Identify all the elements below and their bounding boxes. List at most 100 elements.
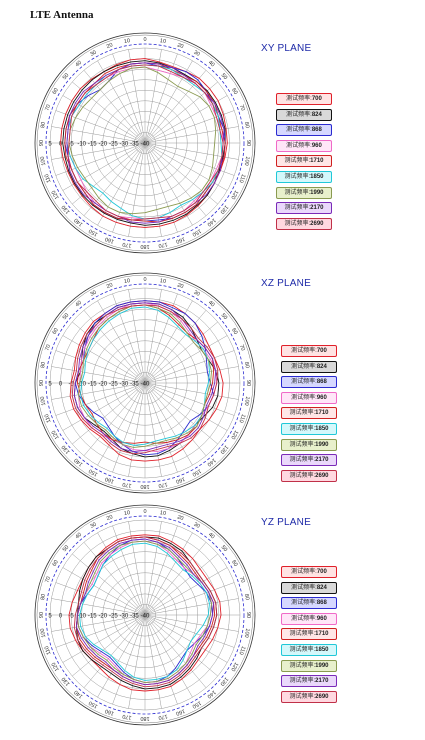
grid-spoke	[144, 614, 162, 709]
angle-tick-label: 10	[159, 278, 166, 285]
angle-tick-label: 50	[220, 545, 229, 554]
angle-tick-label: 50	[220, 313, 229, 322]
grid-spoke	[72, 382, 146, 445]
grid-spoke	[55, 350, 146, 384]
radial-tick-label: -20	[98, 382, 107, 388]
angle-tick-label: 90	[39, 612, 45, 618]
grid-spoke	[144, 525, 178, 616]
angle-tick-label: 130	[61, 444, 72, 455]
angle-tick-label: 170	[158, 241, 168, 249]
legend-prefix: 测试频率:	[291, 394, 317, 401]
angle-tick-label: 150	[191, 467, 202, 477]
outer-ring-inner	[36, 506, 254, 724]
grid-spoke	[55, 614, 146, 648]
grid-spoke	[112, 293, 146, 384]
legend-prefix: 测试频率:	[291, 379, 317, 386]
legend-value: 1990	[310, 189, 324, 196]
angle-tick-label: 10	[124, 278, 131, 285]
angle-tick-label: 130	[61, 676, 72, 687]
angle-tick-label: 10	[159, 510, 166, 517]
angle-tick-label: 90	[245, 612, 251, 618]
outer-ring	[34, 272, 256, 494]
angle-tick-label: 80	[243, 362, 250, 369]
grid-spoke	[144, 321, 218, 384]
yz-plane-title: YZ PLANE	[261, 517, 311, 528]
angle-tick-label: 120	[229, 429, 239, 440]
angle-tick-label: 170	[122, 713, 132, 721]
legend-item-700: 测试频率:700	[281, 566, 337, 578]
radial-tick-label: -5	[68, 142, 74, 148]
radial-tick-label: 0	[59, 614, 63, 620]
angle-tick-label: 60	[230, 559, 238, 567]
legend-value: 960	[311, 142, 322, 149]
legend-value: 2170	[315, 457, 329, 464]
legend-prefix: 测试频率:	[286, 96, 312, 102]
angle-tick-label: 150	[88, 699, 99, 709]
angle-tick-label: 110	[44, 173, 53, 183]
legend-item-1850: 测试频率:1850	[281, 422, 337, 435]
xz-plane-polar-chart: 0 102030405060708090100110120130140150160…	[34, 272, 256, 494]
angle-tick-label: 40	[207, 532, 216, 541]
angle-tick-label: 60	[52, 559, 60, 567]
angle-tick-label: 40	[75, 300, 84, 309]
series-trace-1990	[78, 304, 212, 448]
legend-value: 700	[316, 569, 327, 575]
legend-value: 868	[316, 379, 327, 386]
grid-spoke	[144, 614, 178, 705]
grid-spoke	[144, 142, 162, 237]
grid-spoke	[144, 382, 193, 466]
legend-item-824: 测试频率:824	[276, 108, 332, 121]
grid-spoke	[144, 126, 239, 144]
angle-tick-label: 20	[176, 514, 184, 522]
angle-tick-label: 150	[191, 699, 202, 709]
grid-spoke	[144, 567, 228, 616]
yz-plane-polar-chart: 0 102030405060708090100110120130140150160…	[34, 504, 256, 726]
legend-value: 700	[311, 96, 322, 102]
grid-spoke	[72, 81, 146, 144]
legend-value: 2690	[310, 220, 324, 227]
angle-tick-label: 140	[73, 457, 84, 468]
angle-tick-label: 40	[75, 532, 84, 541]
radial-tick-label: -15	[88, 382, 97, 388]
grid-spoke	[144, 598, 239, 616]
legend-prefix: 测试频率:	[289, 662, 316, 669]
grid-spoke	[144, 382, 218, 445]
grid-spoke	[62, 567, 146, 616]
radial-tick-label: -40	[141, 142, 150, 148]
legend-prefix: 测试频率:	[284, 158, 311, 165]
legend-item-1850: 测试频率:1850	[281, 643, 337, 656]
angle-tick-label: 110	[237, 173, 246, 183]
outer-ring	[34, 504, 256, 726]
legend-item-1990: 测试频率:1990	[281, 659, 337, 672]
legend-prefix: 测试频率:	[289, 410, 316, 417]
angle-tick-label: 130	[219, 676, 230, 687]
angle-tick-label: 50	[62, 73, 71, 82]
radial-tick-label: 5	[48, 614, 52, 620]
grid-spoke	[51, 366, 146, 384]
series-trace-1990	[68, 66, 217, 215]
legend-prefix: 测试频率:	[289, 646, 316, 653]
grid-spoke	[144, 614, 207, 688]
legend-prefix: 测试频率:	[289, 425, 316, 432]
angle-tick-label: 160	[175, 475, 186, 484]
legend-item-2170: 测试频率:2170	[281, 675, 337, 688]
grid-spoke	[144, 614, 235, 648]
radial-tick-label: -25	[109, 614, 118, 620]
angle-tick-label: 50	[62, 313, 71, 322]
legend-prefix: 测试频率:	[291, 569, 317, 575]
legend-prefix: 测试频率:	[284, 173, 311, 180]
legend-value: 868	[311, 127, 322, 134]
radial-tick-label: -10	[77, 614, 86, 620]
radial-tick-label: -20	[98, 614, 107, 620]
angle-tick-label: 100	[40, 156, 48, 166]
legend-item-2690: 测试频率:2690	[281, 690, 337, 703]
radial-tick-label: -35	[130, 382, 139, 388]
grid-spoke	[55, 582, 146, 616]
series-trace-2690	[73, 536, 218, 688]
grid-spoke	[144, 553, 218, 616]
legend-item-2690: 测试频率:2690	[281, 469, 337, 482]
legend-prefix: 测试频率:	[291, 363, 317, 370]
angle-tick-label: 80	[243, 594, 250, 601]
radial-tick-label: -30	[120, 614, 129, 620]
grid-spoke	[97, 382, 146, 466]
